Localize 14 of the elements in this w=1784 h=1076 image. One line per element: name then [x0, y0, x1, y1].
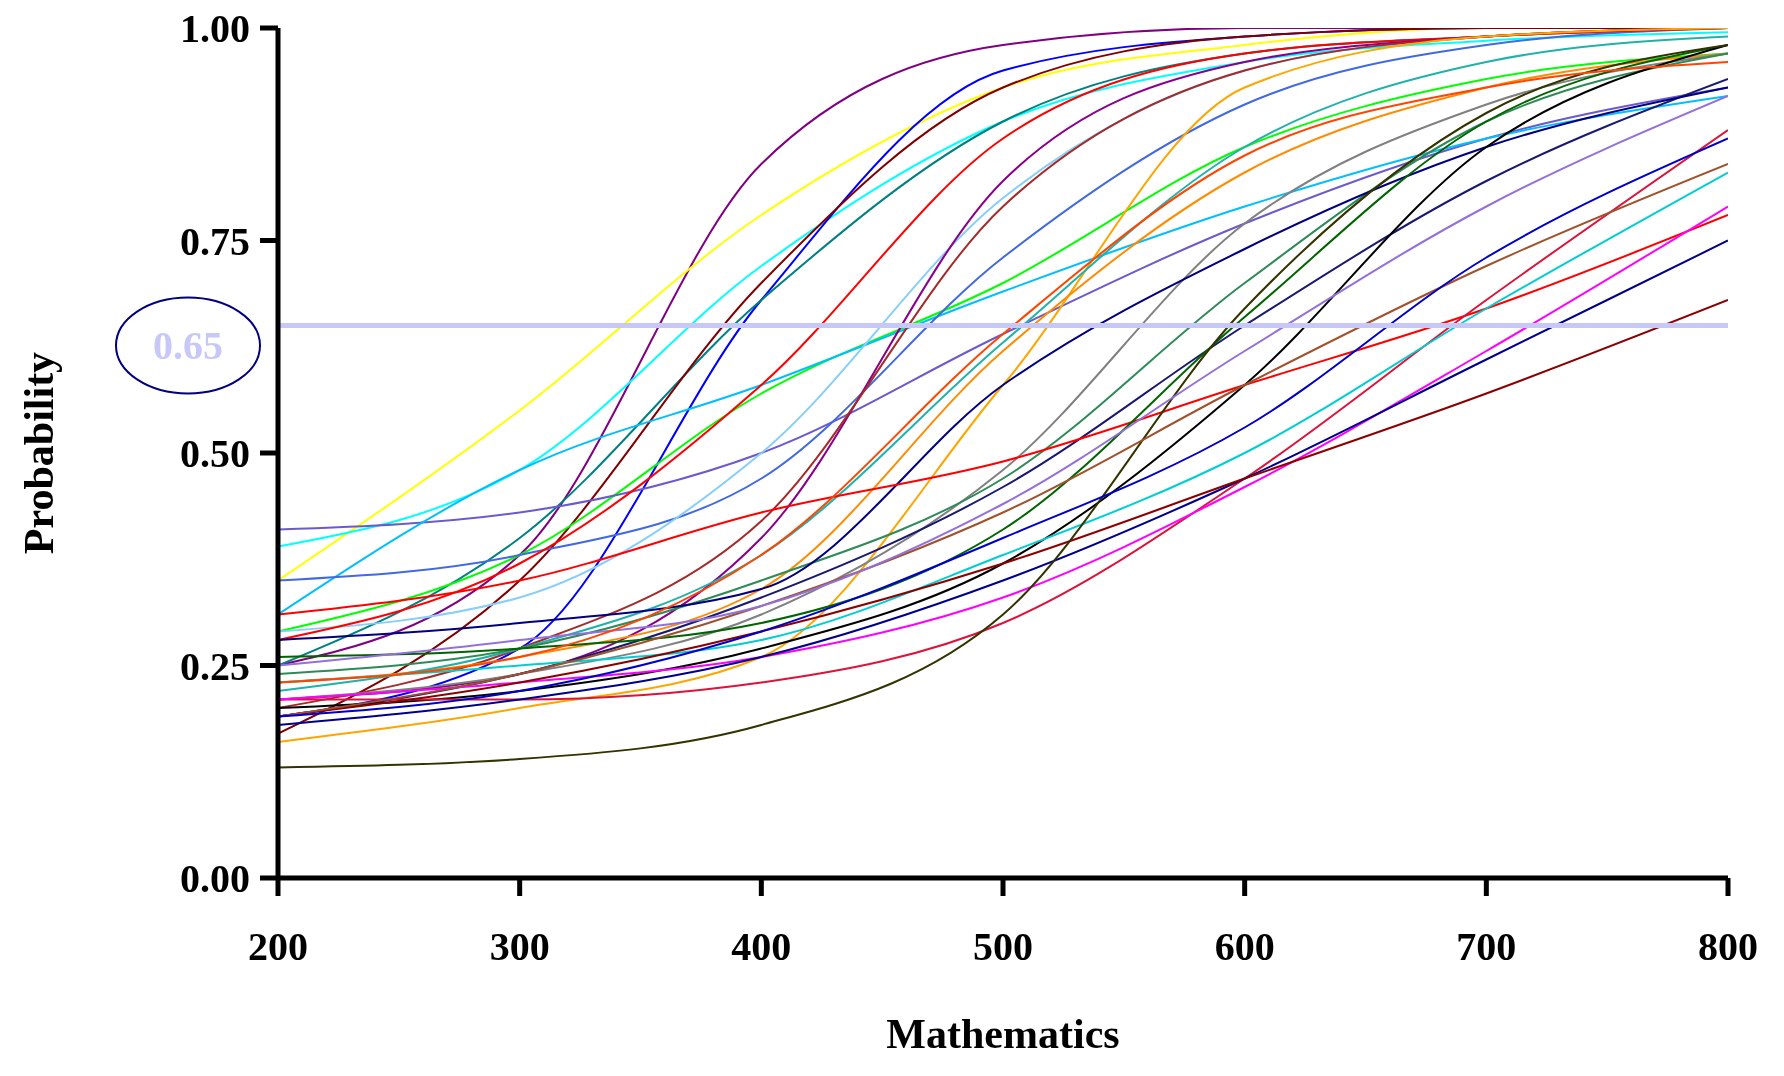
x-tick-label: 800 — [1698, 924, 1758, 970]
y-axis-title: Probability — [15, 351, 62, 555]
x-tick-label: 300 — [489, 924, 550, 970]
y-tick-label: 0.50 — [180, 431, 250, 477]
x-tick-label: 500 — [973, 924, 1033, 970]
x-tick-label: 200 — [248, 924, 308, 970]
x-tick-label: 400 — [731, 924, 792, 970]
y-tick-label: 0.75 — [180, 218, 250, 264]
x-axis-title: Mathematics — [886, 1011, 1120, 1057]
x-tick-label: 700 — [1456, 924, 1517, 970]
x-tick-label: 600 — [1214, 924, 1275, 970]
y-tick-label: 1.00 — [180, 6, 250, 52]
y-tick-label: 0.00 — [180, 856, 250, 902]
y-tick-label: 0.25 — [180, 643, 250, 689]
